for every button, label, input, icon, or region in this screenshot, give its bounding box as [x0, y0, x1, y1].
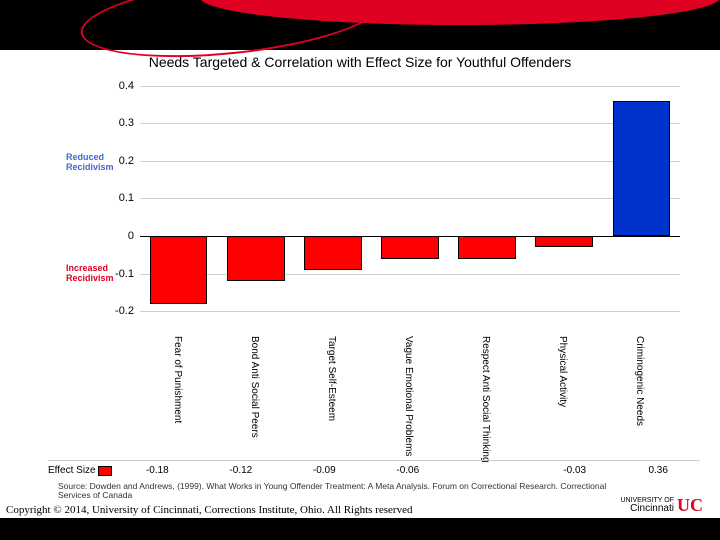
uc-logo: UNIVERSITY OF Cincinnati UC — [612, 488, 702, 522]
bar — [381, 236, 439, 259]
y-tick-label: 0 — [94, 230, 134, 242]
x-tick-label: Vague Emotional Problems — [403, 336, 414, 456]
plot-region: -0.2-0.100.10.20.30.4 — [140, 78, 680, 330]
legend-value: -0.18 — [122, 465, 192, 476]
x-axis-labels: Fear of Punishment Bond Anti Social Peers… — [140, 336, 680, 476]
x-tick-label: Physical Activity — [557, 336, 568, 407]
footer-bar — [0, 518, 720, 540]
legend-value: -0.09 — [289, 465, 359, 476]
y-tick-label: 0.4 — [94, 80, 134, 92]
legend-title: Effect Size — [48, 465, 96, 476]
gridline — [140, 86, 680, 87]
legend-row: Effect Size -0.18 -0.12 -0.09 -0.06 -0.03 0.3… — [48, 460, 700, 480]
y-tick-label: 0.1 — [94, 192, 134, 204]
y-tick-label: -0.1 — [94, 268, 134, 280]
bar — [304, 236, 362, 270]
bar — [150, 236, 208, 304]
logo-line2: Cincinnati — [620, 504, 674, 514]
legend-value: -0.12 — [206, 465, 276, 476]
uc-mark-icon: UC — [678, 493, 702, 517]
x-tick-label: Bond Anti Social Peers — [249, 336, 260, 438]
y-tick-label: -0.2 — [94, 305, 134, 317]
header-banner — [0, 0, 720, 50]
y-tick-label: 0.2 — [94, 155, 134, 167]
x-tick-label: Respect Anti Social Thinking — [480, 336, 491, 463]
bar — [613, 101, 671, 236]
bar — [458, 236, 516, 259]
bar — [535, 236, 593, 247]
x-tick-label: Target Self-Esteem — [326, 336, 337, 421]
legend-value — [456, 465, 526, 476]
legend-value: -0.03 — [540, 465, 610, 476]
chart-area: Reduced Recidivism Increased Recidivism … — [60, 78, 680, 408]
x-tick-label: Criminogenic Needs — [634, 336, 645, 426]
legend-value: 0.36 — [623, 465, 693, 476]
gridline — [140, 311, 680, 312]
gridline — [140, 161, 680, 162]
source-note: Source: Dowden and Andrews, (1999). What… — [58, 482, 640, 501]
legend-values: -0.18 -0.12 -0.09 -0.06 -0.03 0.36 — [116, 465, 700, 476]
gridline — [140, 123, 680, 124]
legend-swatch — [98, 466, 112, 476]
gridline — [140, 274, 680, 275]
x-tick-label: Fear of Punishment — [172, 336, 183, 423]
legend-value: -0.06 — [373, 465, 443, 476]
gridline — [140, 198, 680, 199]
copyright-text: Copyright © 2014, University of Cincinna… — [6, 504, 412, 516]
bar — [227, 236, 285, 281]
chart-title: Needs Targeted & Correlation with Effect… — [0, 54, 720, 70]
y-tick-label: 0.3 — [94, 117, 134, 129]
